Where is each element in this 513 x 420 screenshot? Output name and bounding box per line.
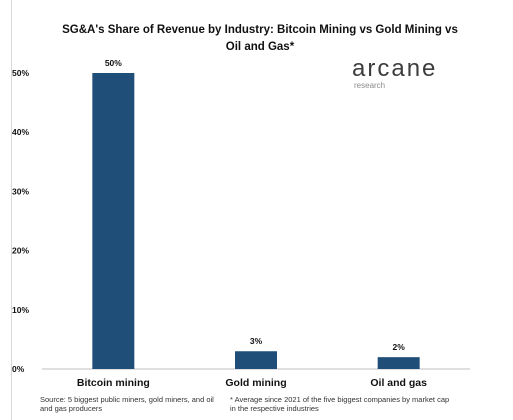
left-edge-divider xyxy=(11,0,12,420)
arcane-research-logo: arcane research xyxy=(352,57,442,91)
y-tick-label: 40% xyxy=(12,127,29,137)
chart-title: SG&A's Share of Revenue by Industry: Bit… xyxy=(62,24,458,53)
y-tick-label: 20% xyxy=(12,246,29,256)
bar-value-label: 3% xyxy=(250,336,263,346)
bar xyxy=(235,351,277,369)
logo-wordmark: arcane xyxy=(352,55,438,82)
x-category-label: Gold mining xyxy=(225,377,286,389)
x-category-label: Oil and gas xyxy=(370,377,427,389)
bar xyxy=(92,73,135,369)
logo-tagline: research xyxy=(354,81,386,90)
source-footnote: Source: 5 biggest public miners, gold mi… xyxy=(40,395,214,413)
bar-value-label: 2% xyxy=(393,342,406,352)
bar xyxy=(377,357,420,369)
y-tick-label: 50% xyxy=(12,68,29,78)
x-category-label: Bitcoin mining xyxy=(77,377,150,389)
y-tick-label: 30% xyxy=(12,186,29,196)
y-tick-label: 10% xyxy=(12,305,29,315)
y-tick-label: 0% xyxy=(12,364,25,374)
asterisk-footnote: * Average since 2021 of the five biggest… xyxy=(230,395,450,413)
bar-value-label: 50% xyxy=(105,58,122,68)
